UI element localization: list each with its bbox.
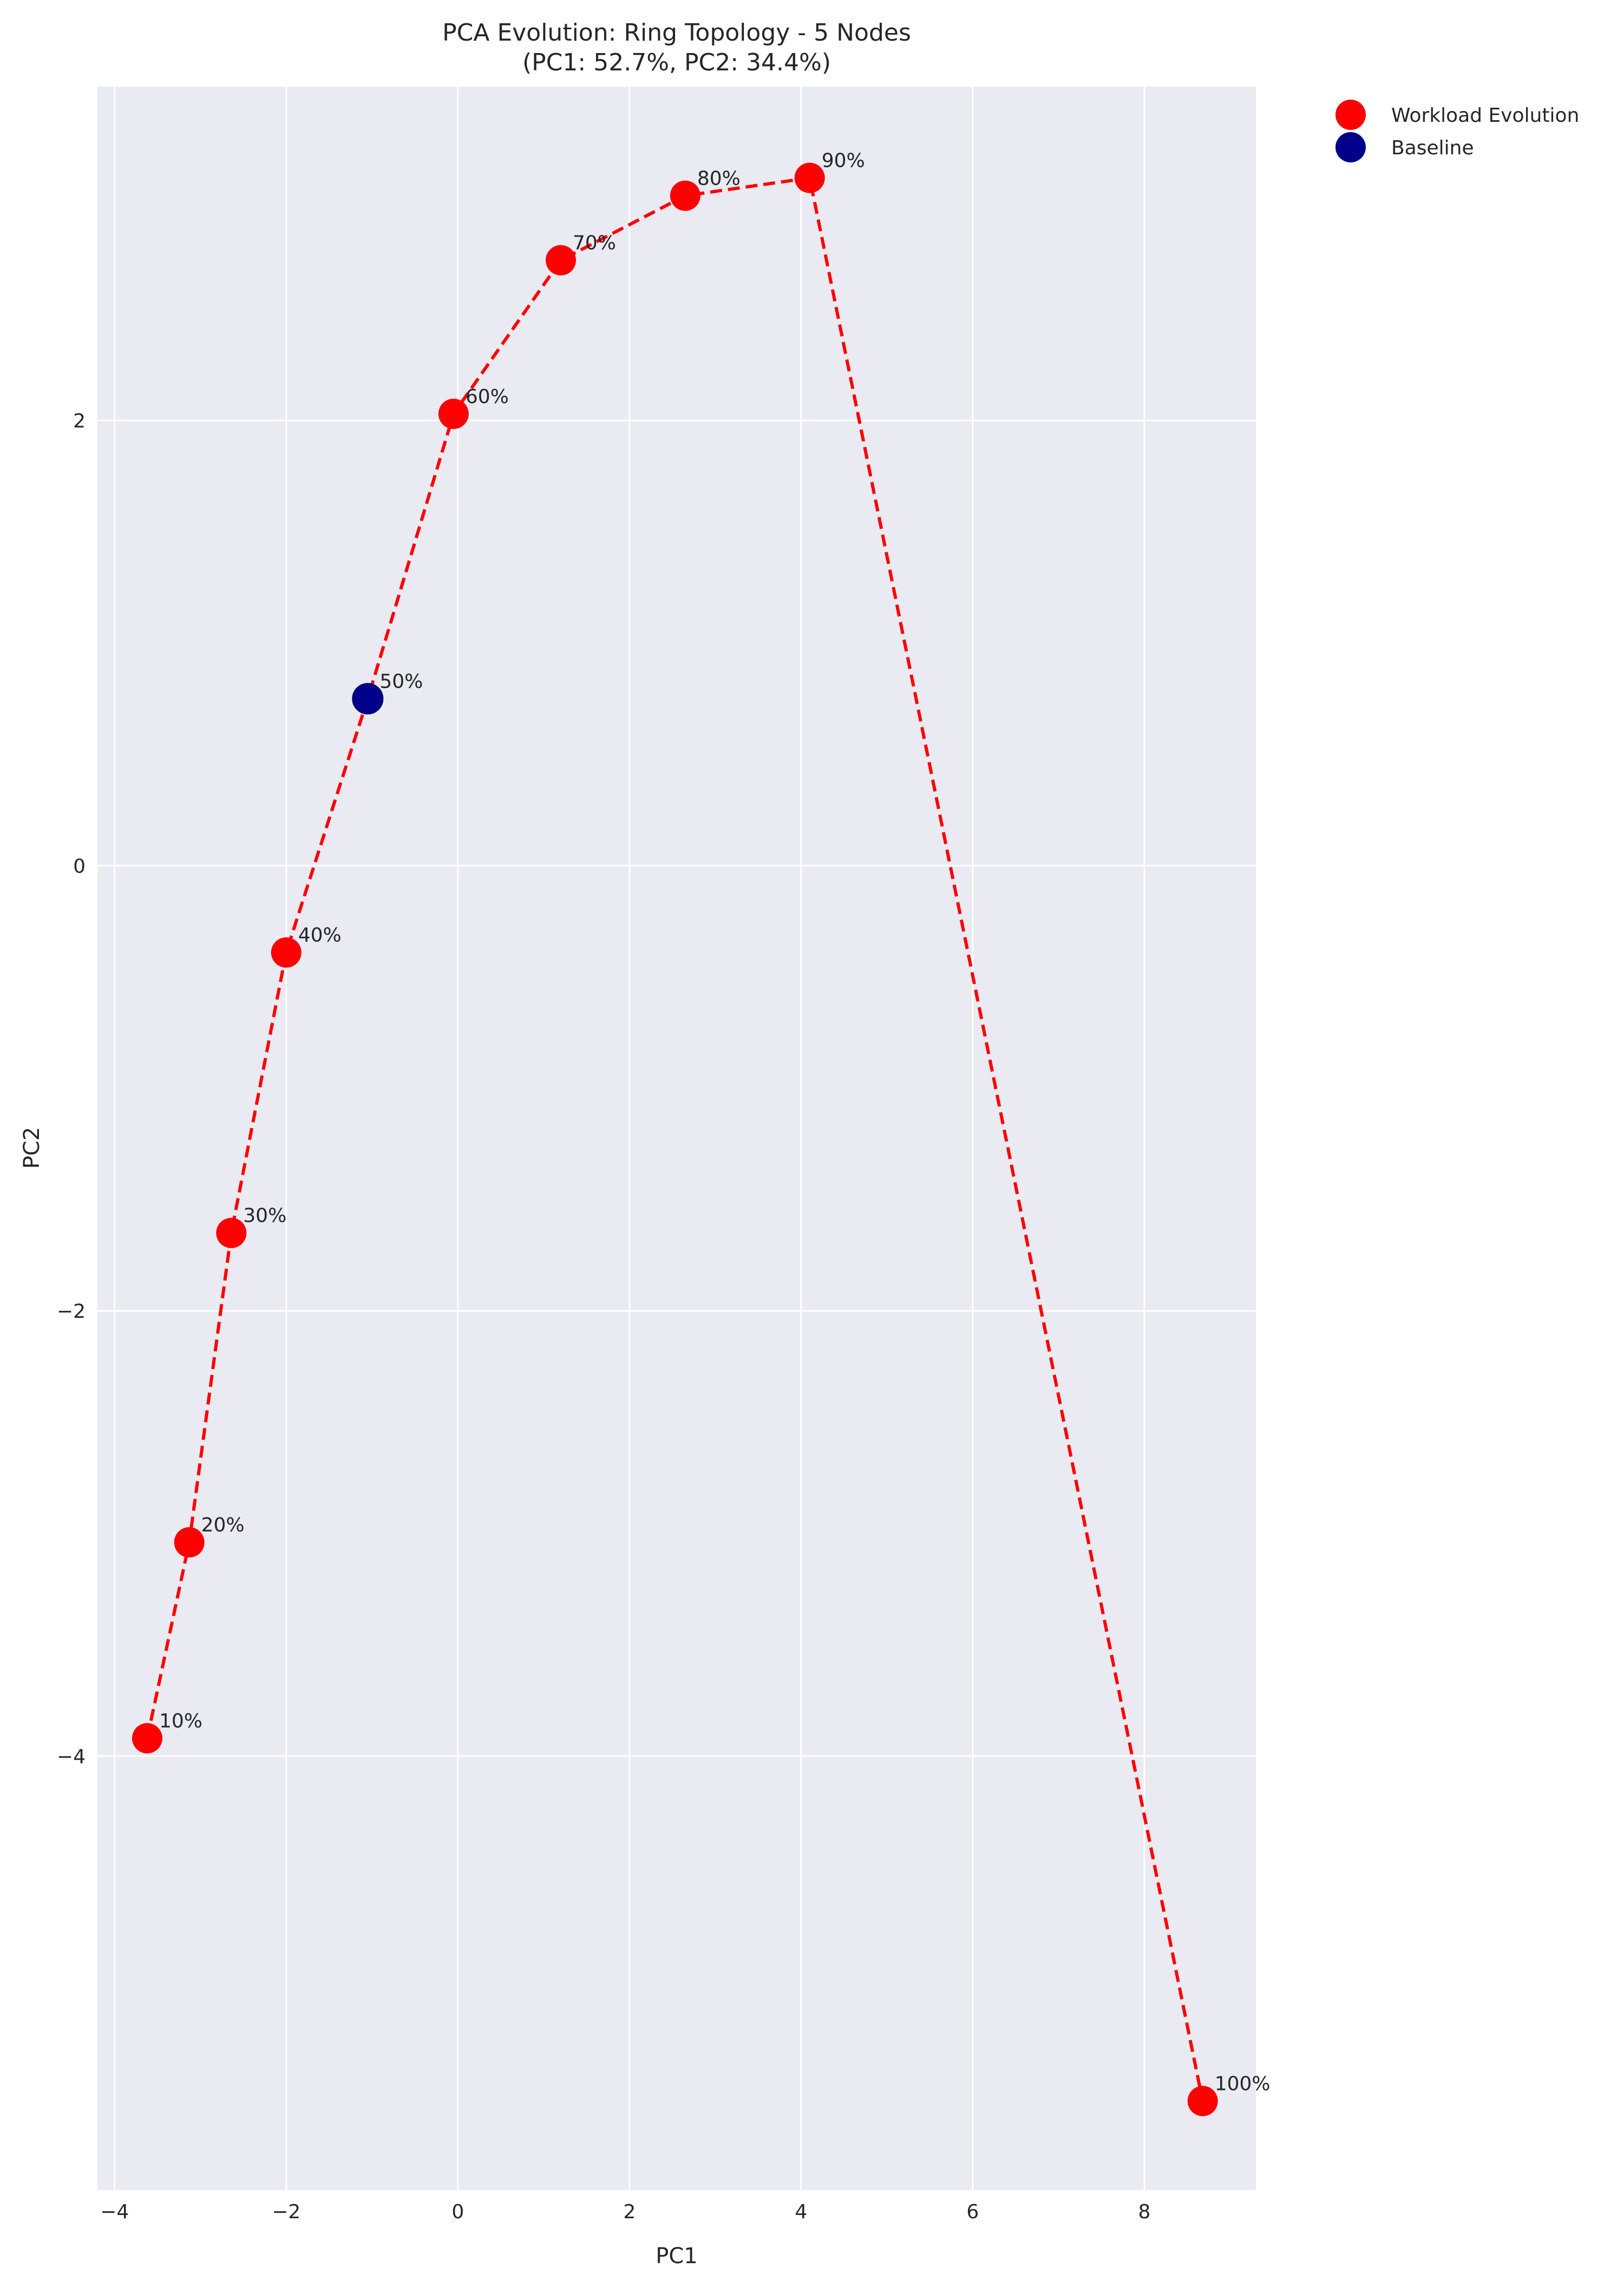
workload-point [438, 398, 469, 429]
x-tick-label: −4 [100, 2201, 129, 2223]
point-label: 90% [822, 150, 865, 172]
point-label: 50% [379, 671, 423, 693]
legend: Workload Evolution Baseline [1335, 100, 1579, 162]
point-label: 30% [243, 1205, 286, 1227]
plot-background [97, 87, 1256, 2190]
x-axis-label: PC1 [656, 2244, 698, 2269]
axis-ticks: −4 −2 0 2 4 6 8 −4 −2 0 2 [57, 410, 1150, 2223]
y-tick-label: 2 [73, 410, 86, 433]
point-label: 20% [201, 1514, 245, 1537]
chart-subtitle: (PC1: 52.7%, PC2: 34.4%) [522, 49, 831, 76]
point-label: 100% [1215, 2073, 1271, 2095]
workload-trajectory-line [145, 176, 1204, 2102]
x-tick-label: 6 [966, 2201, 979, 2223]
workload-point [794, 162, 825, 193]
workload-point [271, 937, 302, 968]
point-label: 80% [697, 167, 741, 190]
point-label: 60% [466, 385, 509, 408]
y-tick-label: −2 [57, 1301, 86, 1323]
grid [97, 87, 1256, 2190]
y-tick-label: 0 [73, 855, 86, 878]
x-tick-label: 4 [795, 2201, 807, 2223]
point-label: 10% [159, 1710, 202, 1732]
y-axis-label: PC2 [19, 1127, 44, 1169]
workload-point [670, 180, 700, 211]
workload-point [546, 245, 576, 276]
point-labels: 10% 20% 30% 40% 60% 70% 80% 90% 100% 50% [159, 150, 1271, 2095]
chart-title: PCA Evolution: Ring Topology - 5 Nodes [442, 19, 911, 47]
x-tick-label: 8 [1138, 2201, 1150, 2223]
data-points [132, 162, 1218, 2116]
workload-point [174, 1527, 205, 1558]
point-label: 70% [573, 232, 616, 254]
legend-marker-workload [1335, 100, 1366, 130]
point-label: 40% [298, 924, 342, 946]
legend-label-workload: Workload Evolution [1391, 104, 1579, 127]
y-tick-label: −4 [57, 1746, 86, 1768]
x-tick-label: 2 [623, 2201, 636, 2223]
workload-point [132, 1723, 162, 1754]
legend-label-baseline: Baseline [1391, 137, 1474, 159]
x-tick-label: −2 [272, 2201, 300, 2223]
workload-point [216, 1218, 247, 1249]
workload-point [1187, 2086, 1218, 2116]
legend-marker-baseline [1335, 132, 1366, 162]
x-tick-label: 0 [451, 2201, 464, 2223]
baseline-point [352, 683, 384, 715]
